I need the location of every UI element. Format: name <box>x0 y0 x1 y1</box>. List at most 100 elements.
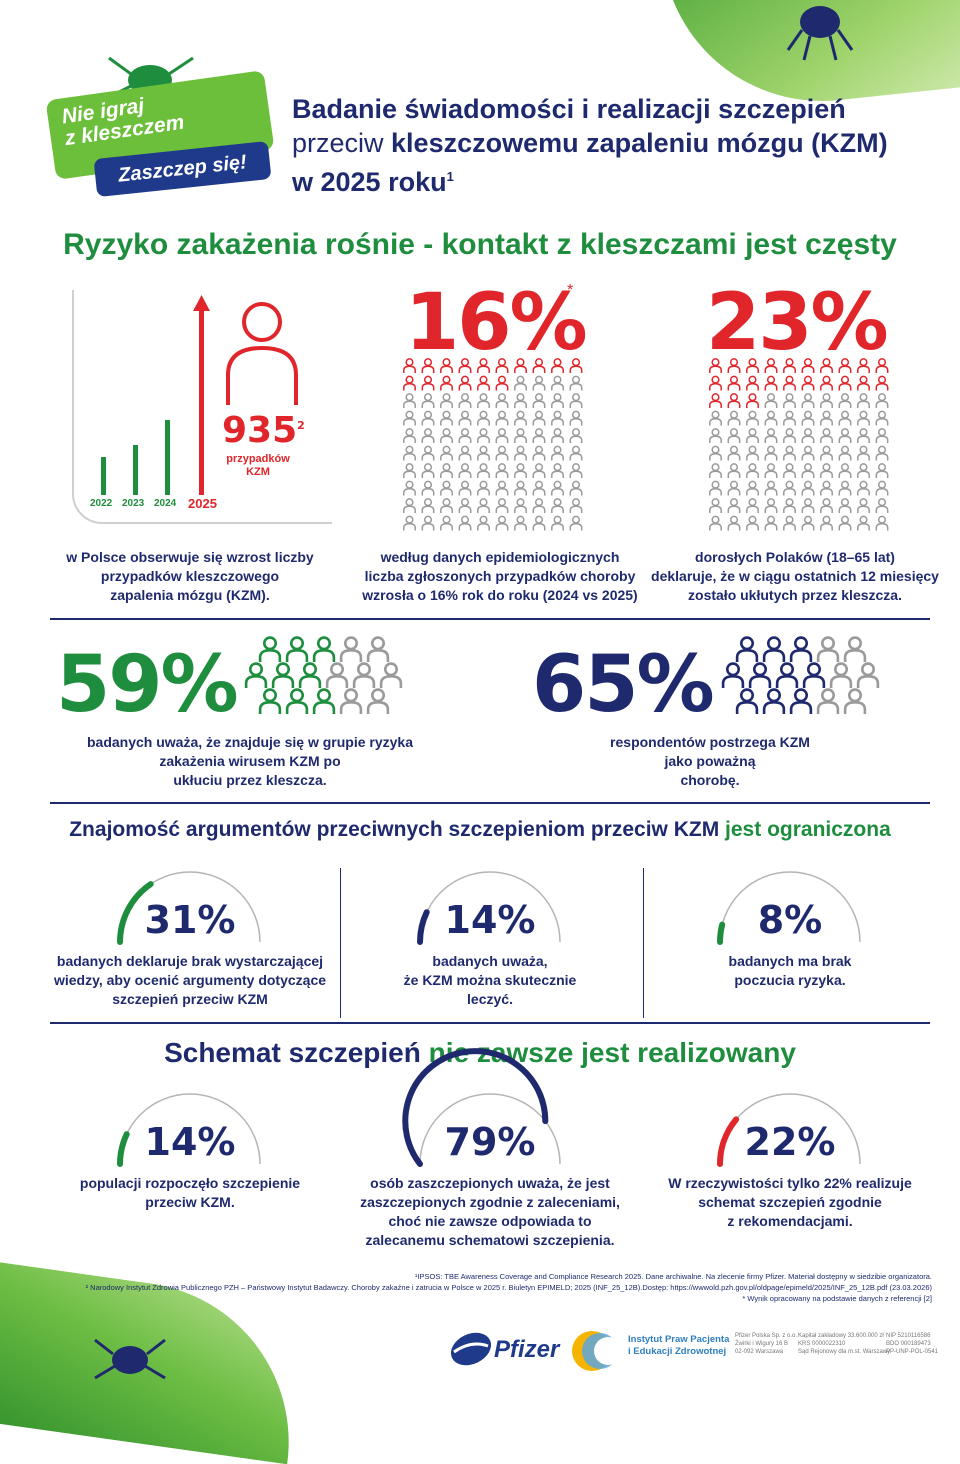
person-icon <box>875 375 889 391</box>
person-icon <box>764 445 778 461</box>
person-icon <box>764 480 778 496</box>
person-icon <box>458 428 472 443</box>
person-icon <box>312 688 336 714</box>
gauge-caption-line: populacji rozpoczęło szczepienie <box>79 1175 301 1191</box>
person-icon <box>746 375 759 391</box>
person-icon <box>746 498 759 513</box>
person-icon <box>857 358 870 373</box>
person-icon <box>709 428 722 443</box>
person-icon <box>403 393 416 408</box>
person-icon <box>532 358 546 373</box>
person-icon <box>829 662 853 688</box>
section2-heading-b: jest ograniczona <box>725 818 891 841</box>
legal-c2-2: KRS 0000022310 <box>798 1341 846 1347</box>
person-icon <box>856 662 880 688</box>
person-icon <box>403 410 416 426</box>
person-icon <box>801 358 815 373</box>
stat1-caption: w Polsce obserwuje się wzrost liczby prz… <box>50 548 330 605</box>
person-icon <box>802 662 826 688</box>
footnote-2: ² Narodowy Instytut Zdrowia Publicznego … <box>85 1283 932 1292</box>
person-icon <box>857 498 870 513</box>
legal-col-1: Pfizer Polska Sp. z o.o. Żwirki i Wigury… <box>735 1332 797 1356</box>
person-icon <box>820 410 833 426</box>
person-icon <box>514 375 527 391</box>
people-grid-23 <box>709 358 889 531</box>
bar-label-2022: 2022 <box>90 498 113 509</box>
person-icon <box>458 515 472 531</box>
person-icon <box>458 358 472 373</box>
person-icon <box>875 515 889 531</box>
bar-label-2025: 2025 <box>188 496 217 511</box>
gauge-caption: osób zaszczepionych uważa, że jest zaszcz… <box>345 1174 635 1250</box>
person-icon <box>709 410 722 426</box>
cases-count-value: 935 <box>222 410 298 451</box>
person-icon <box>366 688 390 714</box>
person-icon <box>421 410 435 426</box>
person-icon <box>440 463 453 478</box>
person-icon <box>727 410 741 426</box>
gauge-fill <box>117 881 154 945</box>
stat4-caption-1: badanych uważa, że znajduje się w grupie… <box>87 734 413 750</box>
cases-count: 9352 <box>222 410 305 451</box>
title-line3: w 2025 roku <box>292 167 447 197</box>
person-icon <box>532 410 546 426</box>
person-icon <box>764 358 778 373</box>
person-icon <box>477 358 490 373</box>
title-line2b: kleszczowemu zapaleniu mózgu (KZM) <box>391 128 888 158</box>
tick-icon-bottom <box>94 1338 166 1380</box>
person-icon <box>789 636 813 662</box>
legal-c1-2: Żwirki i Wigury 16 B <box>735 1341 789 1347</box>
person-icon <box>857 375 870 391</box>
person-icon <box>838 358 852 373</box>
stat3-caption-2: deklaruje, że w ciągu ostatnich 12 miesi… <box>651 568 939 584</box>
person-icon <box>746 480 759 496</box>
person-icon <box>514 445 527 461</box>
person-icon <box>532 428 546 443</box>
person-icon <box>477 498 490 513</box>
person-icon <box>843 688 867 714</box>
person-icon <box>403 375 416 391</box>
gauge-caption-line: z rekomendacjami. <box>727 1213 853 1229</box>
person-icon <box>440 480 453 496</box>
person-icon <box>551 445 564 461</box>
person-icon <box>569 358 583 373</box>
person-icon <box>477 428 490 443</box>
person-icon <box>379 662 403 688</box>
person-icon <box>843 636 867 662</box>
legal-c1-1: Pfizer Polska Sp. z o.o. <box>735 1333 798 1339</box>
person-icon <box>495 410 509 426</box>
legal-c2-1: Kapitał zakładowy 33.600.000 zł <box>798 1333 884 1339</box>
person-icon <box>746 445 759 461</box>
person-icon <box>532 445 546 461</box>
gauge-caption-line: zaszczepionych zgodnie z zaleceniami, <box>360 1194 620 1210</box>
person-icon <box>495 463 509 478</box>
person-icon <box>801 375 815 391</box>
gauge-fill <box>717 1116 740 1167</box>
person-icon <box>495 515 509 531</box>
person-icon <box>440 515 453 531</box>
person-icon <box>764 375 778 391</box>
person-icon <box>801 410 815 426</box>
person-icon <box>820 463 833 478</box>
bar-label-2023: 2023 <box>122 498 145 509</box>
person-icon <box>421 480 435 496</box>
person-icon <box>458 445 472 461</box>
gauge-caption-line: choć nie zawsze odpowiada to <box>388 1213 592 1229</box>
stat3-value: 23% <box>706 278 889 368</box>
person-icon <box>820 375 833 391</box>
person-icon <box>495 480 509 496</box>
person-icon <box>458 410 472 426</box>
chart-panel <box>72 290 332 524</box>
person-icon <box>783 358 796 373</box>
person-icon <box>495 428 509 443</box>
divider-3 <box>50 1022 930 1024</box>
stat4-caption-2: zakażenia wirusem KZM po <box>159 753 341 769</box>
title-line2a: przeciw <box>292 128 392 158</box>
person-icon <box>816 688 840 714</box>
person-icon <box>421 515 435 531</box>
person-icon <box>440 410 453 426</box>
stat3-caption: dorosłych Polaków (18–65 lat) deklaruje,… <box>640 548 950 605</box>
stat5-caption: respondentów postrzega KZM jako poważną … <box>580 733 840 790</box>
person-icon <box>514 358 527 373</box>
gauge-value: 22% <box>744 1120 836 1164</box>
